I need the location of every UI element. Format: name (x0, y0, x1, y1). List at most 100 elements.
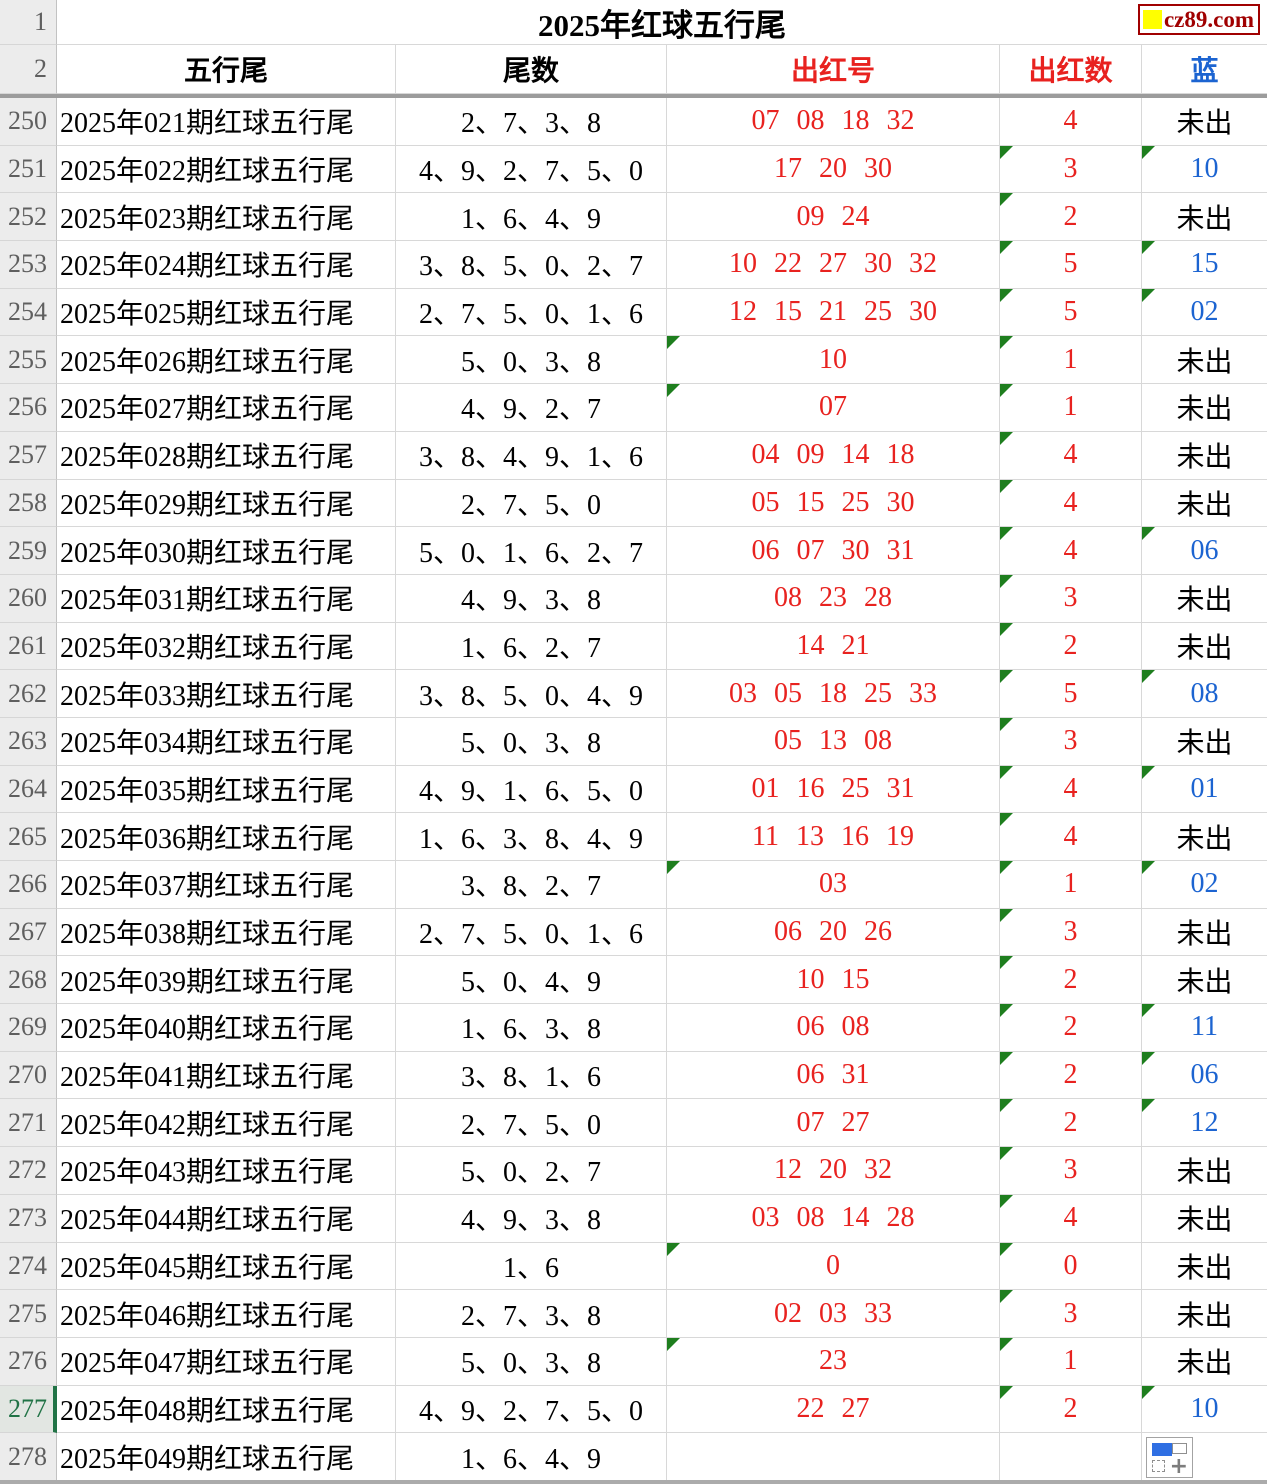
cell-period[interactable]: 2025年042期红球五行尾 (57, 1099, 396, 1148)
cell-red-numbers[interactable]: 05 15 25 30 (667, 479, 1000, 528)
cell-tails[interactable]: 3、8、4、9、1、6 (396, 431, 667, 480)
column-header-tails[interactable]: 尾数 (396, 45, 667, 94)
cell-period[interactable]: 2025年047期红球五行尾 (57, 1337, 396, 1386)
cell-tails[interactable]: 5、0、2、7 (396, 1147, 667, 1195)
row-number[interactable]: 253 (0, 241, 57, 289)
cell-red-count[interactable]: 2 (1000, 1051, 1142, 1100)
title-cell[interactable]: 2025年红球五行尾 cz89.com (57, 0, 1267, 45)
row-number[interactable]: 259 (0, 527, 57, 575)
cell-tails[interactable]: 5、0、3、8 (396, 717, 667, 766)
cell-blue[interactable]: 未出 (1142, 1242, 1267, 1291)
cell-blue[interactable]: 02 (1142, 288, 1267, 337)
cell-tails[interactable]: 2、7、5、0 (396, 1099, 667, 1148)
cell-tails[interactable]: 3、8、2、7 (396, 861, 667, 909)
cell-period[interactable]: 2025年036期红球五行尾 (57, 813, 396, 861)
cell-red-numbers[interactable]: 10 15 (667, 956, 1000, 1005)
cell-red-numbers[interactable]: 06 07 30 31 (667, 527, 1000, 575)
cell-red-count[interactable]: 1 (1000, 336, 1142, 385)
cell-red-count[interactable]: 4 (1000, 813, 1142, 861)
row-number[interactable]: 251 (0, 145, 57, 194)
cell-tails[interactable]: 4、9、3、8 (396, 1194, 667, 1243)
cell-period[interactable]: 2025年035期红球五行尾 (57, 765, 396, 814)
cell-blue[interactable]: 未出 (1142, 574, 1267, 623)
cell-tails[interactable]: 5、0、4、9 (396, 956, 667, 1005)
cell-period[interactable]: 2025年040期红球五行尾 (57, 1004, 396, 1052)
cell-red-numbers[interactable]: 0 (667, 1242, 1000, 1291)
cell-red-count[interactable]: 1 (1000, 384, 1142, 432)
cell-tails[interactable]: 5、0、1、6、2、7 (396, 527, 667, 575)
row-number[interactable]: 266 (0, 861, 57, 909)
cell-red-count[interactable]: 3 (1000, 574, 1142, 623)
cell-tails[interactable]: 4、9、3、8 (396, 574, 667, 623)
cell-period[interactable]: 2025年021期红球五行尾 (57, 98, 396, 146)
cell-blue[interactable]: 11 (1142, 1004, 1267, 1052)
column-header-reds[interactable]: 出红号 (667, 45, 1000, 94)
row-number[interactable]: 271 (0, 1099, 57, 1148)
cell-red-count[interactable]: 3 (1000, 145, 1142, 194)
cell-red-count[interactable]: 5 (1000, 670, 1142, 718)
cell-red-count[interactable]: 2 (1000, 956, 1142, 1005)
cell-period[interactable]: 2025年038期红球五行尾 (57, 908, 396, 957)
cell-tails[interactable]: 5、0、3、8 (396, 336, 667, 385)
cell-red-numbers[interactable]: 09 24 (667, 193, 1000, 242)
cell-red-numbers[interactable]: 10 22 27 30 32 (667, 241, 1000, 289)
paste-options-button[interactable]: + (1146, 1437, 1193, 1479)
cell-period[interactable]: 2025年041期红球五行尾 (57, 1051, 396, 1100)
cell-period[interactable]: 2025年031期红球五行尾 (57, 574, 396, 623)
cell-period[interactable]: 2025年030期红球五行尾 (57, 527, 396, 575)
cell-blue[interactable]: 未出 (1142, 384, 1267, 432)
cell-red-numbers[interactable]: 14 21 (667, 622, 1000, 671)
row-number[interactable]: 1 (0, 0, 57, 45)
column-header-blue[interactable]: 蓝 (1142, 45, 1267, 94)
row-number[interactable]: 270 (0, 1051, 57, 1100)
cell-blue[interactable]: 未出 (1142, 193, 1267, 242)
row-number[interactable]: 273 (0, 1194, 57, 1243)
cell-blue[interactable]: 未出 (1142, 956, 1267, 1005)
cell-red-count[interactable] (1000, 1433, 1142, 1481)
cell-red-numbers[interactable]: 03 08 14 28 (667, 1194, 1000, 1243)
cell-period[interactable]: 2025年039期红球五行尾 (57, 956, 396, 1005)
cell-period[interactable]: 2025年048期红球五行尾 (57, 1385, 396, 1434)
cell-period[interactable]: 2025年027期红球五行尾 (57, 384, 396, 432)
cell-red-numbers[interactable]: 07 08 18 32 (667, 98, 1000, 146)
cell-red-count[interactable]: 1 (1000, 861, 1142, 909)
cell-red-count[interactable]: 3 (1000, 717, 1142, 766)
cell-red-numbers[interactable]: 03 05 18 25 33 (667, 670, 1000, 718)
cell-red-numbers[interactable]: 07 27 (667, 1099, 1000, 1148)
row-number[interactable]: 267 (0, 908, 57, 957)
cell-red-count[interactable]: 1 (1000, 1337, 1142, 1386)
cell-blue[interactable]: 06 (1142, 1051, 1267, 1100)
cell-red-count[interactable]: 4 (1000, 98, 1142, 146)
cell-red-count[interactable]: 4 (1000, 431, 1142, 480)
cell-red-numbers[interactable]: 22 27 (667, 1385, 1000, 1434)
row-number[interactable]: 2 (0, 45, 57, 94)
cell-tails[interactable]: 2、7、3、8 (396, 1290, 667, 1338)
row-number[interactable]: 264 (0, 765, 57, 814)
cell-blue[interactable]: 12 (1142, 1099, 1267, 1148)
cell-red-numbers[interactable] (667, 1433, 1000, 1481)
cell-tails[interactable]: 1、6、4、9 (396, 1433, 667, 1481)
row-number[interactable]: 275 (0, 1290, 57, 1338)
cell-period[interactable]: 2025年029期红球五行尾 (57, 479, 396, 528)
row-number[interactable]: 276 (0, 1337, 57, 1386)
cell-period[interactable]: 2025年037期红球五行尾 (57, 861, 396, 909)
cell-tails[interactable]: 1、6、3、8 (396, 1004, 667, 1052)
cell-red-numbers[interactable]: 12 15 21 25 30 (667, 288, 1000, 337)
cell-red-numbers[interactable]: 06 31 (667, 1051, 1000, 1100)
cell-blue[interactable]: 未出 (1142, 813, 1267, 861)
cell-red-numbers[interactable]: 03 (667, 861, 1000, 909)
row-number[interactable]: 255 (0, 336, 57, 385)
cell-period[interactable]: 2025年023期红球五行尾 (57, 193, 396, 242)
cell-red-count[interactable]: 0 (1000, 1242, 1142, 1291)
row-number[interactable]: 252 (0, 193, 57, 242)
cell-tails[interactable]: 2、7、5、0、1、6 (396, 908, 667, 957)
cell-tails[interactable]: 1、6、2、7 (396, 622, 667, 671)
row-number[interactable]: 263 (0, 717, 57, 766)
cell-tails[interactable]: 1、6 (396, 1242, 667, 1291)
row-number[interactable]: 278 (0, 1433, 57, 1481)
cell-tails[interactable]: 4、9、2、7、5、0 (396, 1385, 667, 1434)
cell-red-numbers[interactable]: 02 03 33 (667, 1290, 1000, 1338)
cell-red-count[interactable]: 4 (1000, 527, 1142, 575)
cell-tails[interactable]: 1、6、3、8、4、9 (396, 813, 667, 861)
cell-red-count[interactable]: 3 (1000, 908, 1142, 957)
